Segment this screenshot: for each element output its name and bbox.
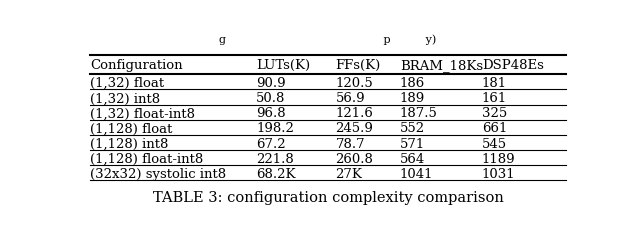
Text: 552: 552 [400,122,425,136]
Text: 186: 186 [400,77,425,90]
Text: 1189: 1189 [482,153,515,166]
Text: Configuration: Configuration [90,59,182,72]
Text: 50.8: 50.8 [256,92,285,105]
Text: (32x32) systolic int8: (32x32) systolic int8 [90,168,226,181]
Text: (1,128) float: (1,128) float [90,122,172,136]
Text: 198.2: 198.2 [256,122,294,136]
Text: DSP48Es: DSP48Es [482,59,543,72]
Text: 187.5: 187.5 [400,107,438,120]
Text: BRAM_18Ks: BRAM_18Ks [400,59,483,72]
Text: (1,128) float-int8: (1,128) float-int8 [90,153,203,166]
Text: LUTs(K): LUTs(K) [256,59,310,72]
Text: (1,32) float: (1,32) float [90,77,164,90]
Text: 325: 325 [482,107,507,120]
Text: 661: 661 [482,122,507,136]
Text: 161: 161 [482,92,507,105]
Text: (1,32) float-int8: (1,32) float-int8 [90,107,195,120]
Text: 68.2K: 68.2K [256,168,296,181]
Text: 96.8: 96.8 [256,107,285,120]
Text: TABLE 3: configuration complexity comparison: TABLE 3: configuration complexity compar… [152,191,504,205]
Text: 1041: 1041 [400,168,433,181]
Text: 181: 181 [482,77,507,90]
Text: 189: 189 [400,92,425,105]
Text: (1,128) int8: (1,128) int8 [90,137,168,151]
Text: 545: 545 [482,137,507,151]
Text: 571: 571 [400,137,425,151]
Text: 260.8: 260.8 [335,153,373,166]
Text: 78.7: 78.7 [335,137,365,151]
Text: 56.9: 56.9 [335,92,365,105]
Text: 120.5: 120.5 [335,77,373,90]
Text: 221.8: 221.8 [256,153,294,166]
Text: 67.2: 67.2 [256,137,285,151]
Text: (1,32) int8: (1,32) int8 [90,92,160,105]
Text: 564: 564 [400,153,425,166]
Text: 1031: 1031 [482,168,515,181]
Text: 90.9: 90.9 [256,77,285,90]
Text: 121.6: 121.6 [335,107,373,120]
Text: FFs(K): FFs(K) [335,59,381,72]
Text: 245.9: 245.9 [335,122,373,136]
Text: g                                             p          y): g p y) [220,34,436,45]
Text: 27K: 27K [335,168,362,181]
